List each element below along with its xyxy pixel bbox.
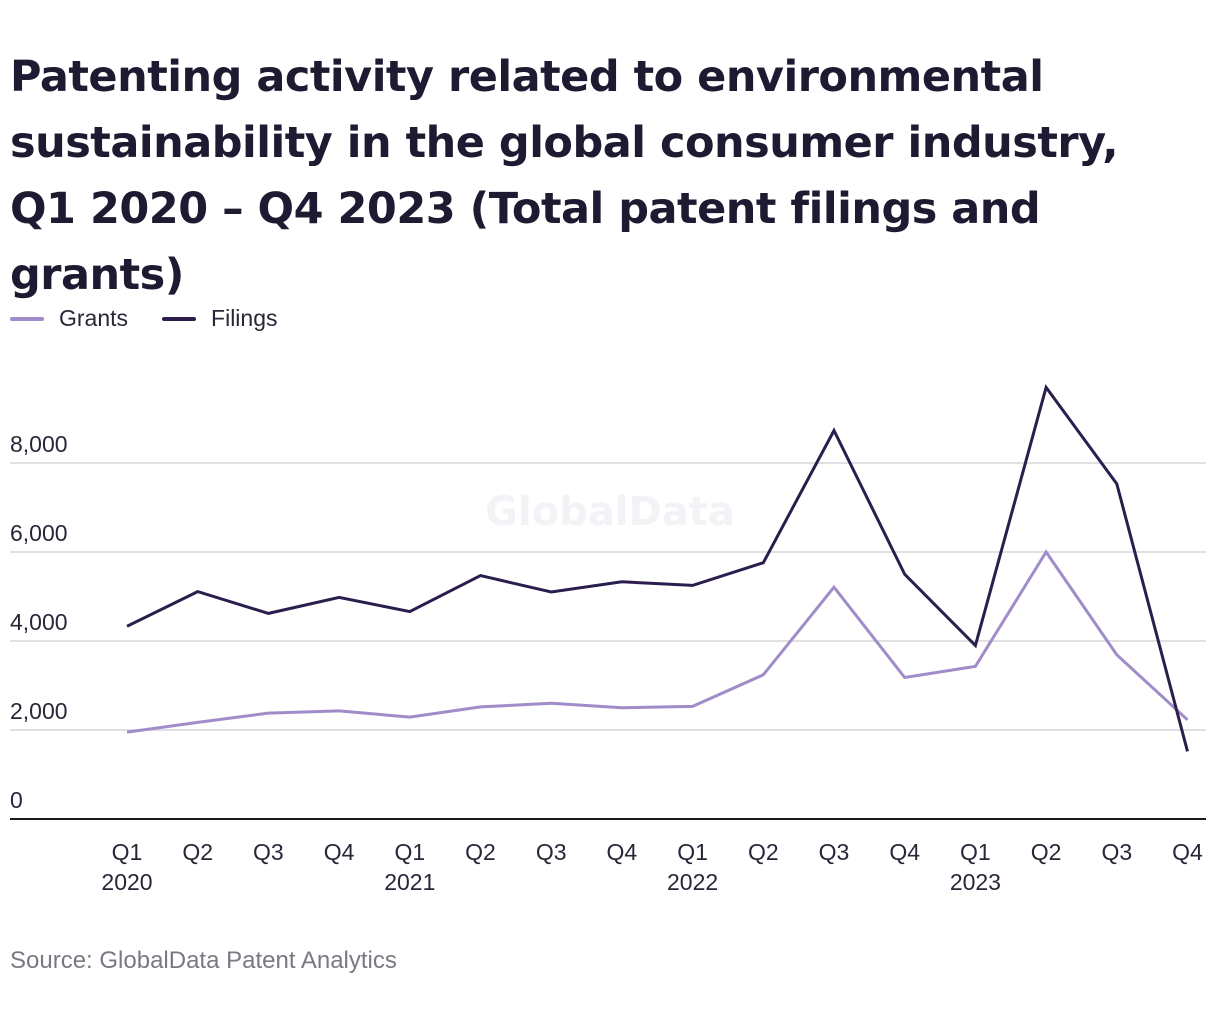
y-tick-label: 4,000: [10, 609, 68, 635]
x-tick-label: Q1: [677, 839, 708, 865]
y-tick-label: 0: [10, 787, 23, 813]
legend-swatch-grants: [10, 316, 44, 321]
y-axis-ticks: 0 2,000 4,000 6,000 8,000: [10, 431, 68, 813]
series-line-grants: [126, 549, 1189, 734]
y-tick-label: 2,000: [10, 698, 68, 724]
x-tick-label: Q3: [1101, 839, 1132, 865]
x-tick-label: Q1: [112, 839, 143, 865]
x-tick-label: Q3: [253, 839, 284, 865]
y-tick-label: 8,000: [10, 431, 68, 457]
legend-item-filings: Filings: [162, 305, 278, 332]
series-line-filings: [126, 384, 1189, 752]
series-layer: [126, 384, 1189, 752]
x-tick-label: Q3: [819, 839, 850, 865]
x-tick-label: Q1: [960, 839, 991, 865]
x-tick-year-label: 2022: [667, 869, 718, 895]
x-tick-year-label: 2020: [101, 869, 152, 895]
legend-item-grants: Grants: [10, 305, 128, 332]
x-tick-label: Q4: [324, 839, 355, 865]
x-tick-label: Q2: [1031, 839, 1062, 865]
x-tick-label: Q2: [465, 839, 496, 865]
chart-title: Patenting activity related to environmen…: [10, 52, 1119, 300]
x-tick-label: Q3: [536, 839, 567, 865]
x-axis-ticks: Q1 2020 Q2 Q3 Q4 Q1 2021 Q2 Q3 Q4 Q1 2022 Q2 Q3 Q4 Q1 20…: [101, 839, 1203, 895]
legend: Grants Filings: [10, 305, 312, 332]
legend-label-filings: Filings: [211, 305, 278, 331]
x-tick-year-label: 2023: [950, 869, 1001, 895]
y-tick-label: 6,000: [10, 520, 68, 546]
grid-layer: [10, 462, 1206, 820]
legend-swatch-filings: [162, 316, 197, 321]
x-tick-label: Q4: [889, 839, 920, 865]
x-tick-label: Q4: [607, 839, 638, 865]
x-tick-year-label: 2021: [384, 869, 435, 895]
source-note: Source: GlobalData Patent Analytics: [10, 947, 397, 974]
legend-label-grants: Grants: [59, 305, 129, 331]
x-tick-label: Q4: [1172, 839, 1203, 865]
watermark: GlobalData: [485, 489, 735, 535]
x-tick-label: Q2: [748, 839, 779, 865]
x-tick-label: Q2: [182, 839, 213, 865]
x-tick-label: Q1: [394, 839, 425, 865]
